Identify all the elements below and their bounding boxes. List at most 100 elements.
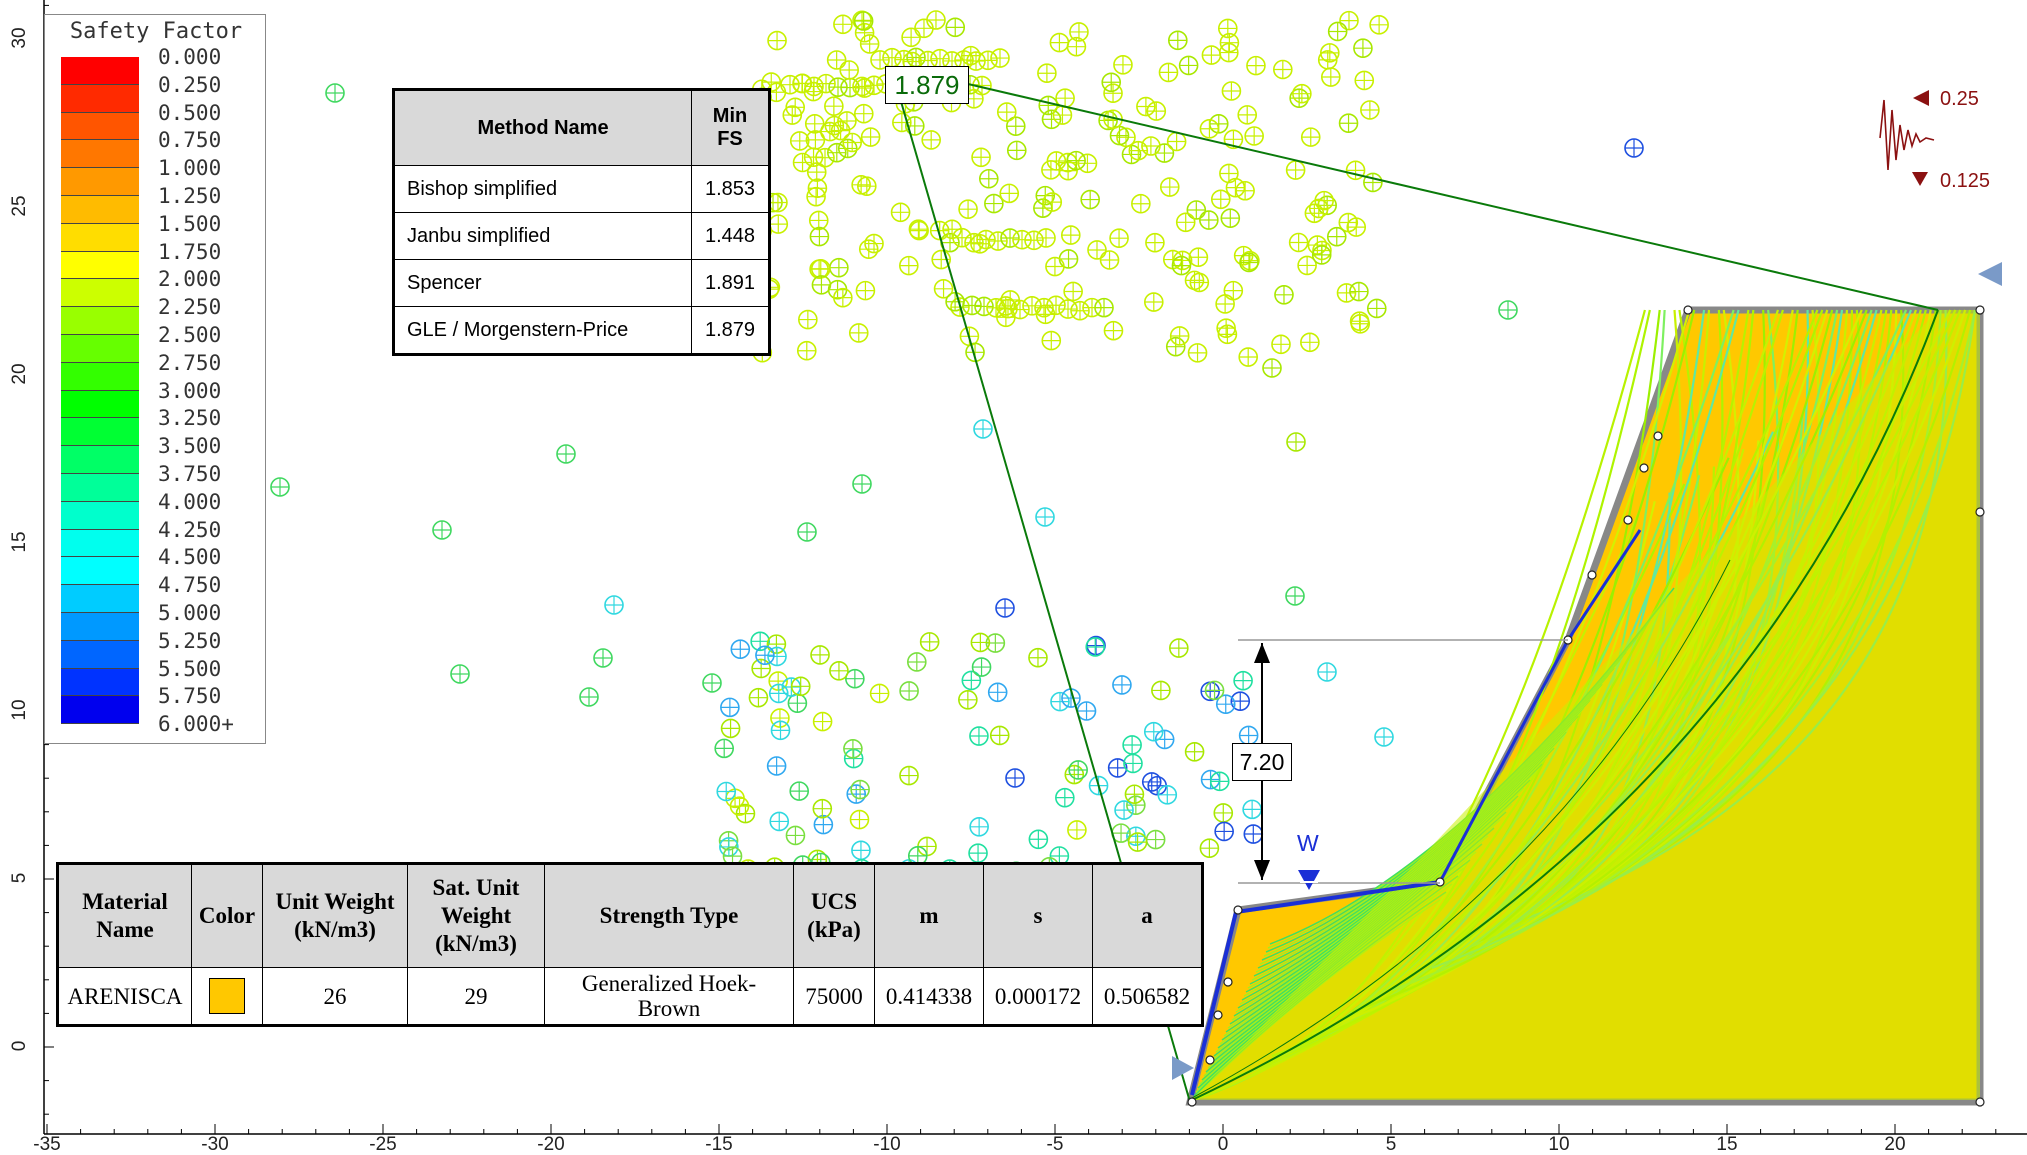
slip-center-marker	[579, 687, 599, 707]
vertex-marker	[1213, 1010, 1223, 1020]
slip-center-marker	[1058, 299, 1078, 319]
material-header-color: Color	[191, 863, 263, 968]
x-tick-label: -10	[873, 1134, 901, 1155]
slip-center-marker	[556, 444, 576, 464]
slip-center-marker	[790, 676, 811, 697]
legend-label: 4.500	[158, 545, 222, 570]
slip-center-marker	[1304, 203, 1325, 224]
slip-center-marker	[1166, 131, 1187, 152]
dimension-arrow-down	[1254, 860, 1270, 880]
slip-center-marker	[899, 765, 919, 786]
slip-center-marker	[1046, 295, 1066, 316]
legend-label: 0.750	[158, 128, 222, 153]
slip-center-marker	[864, 233, 884, 254]
legend-swatch	[61, 557, 139, 586]
seismic-horizontal-arrow-icon	[1913, 90, 1929, 106]
vertex-marker	[1623, 515, 1633, 525]
slip-center-marker	[450, 664, 470, 684]
slip-center-marker	[1158, 62, 1179, 83]
slip-center-marker	[826, 50, 847, 70]
legend-swatch	[61, 696, 139, 725]
material-header-strength-type: Strength Type	[544, 863, 794, 968]
slip-center-marker	[1369, 15, 1389, 35]
slip-center-marker	[767, 30, 787, 51]
slip-center-marker	[1297, 255, 1317, 276]
slip-center-marker	[853, 103, 874, 124]
vertex-marker	[1187, 1097, 1197, 1107]
slip-center-marker	[906, 47, 926, 68]
legend-swatches	[61, 57, 139, 725]
slip-center-marker	[971, 147, 991, 168]
slip-center-marker	[1136, 96, 1156, 117]
slip-center-marker	[1238, 347, 1258, 367]
slip-center-marker	[1143, 721, 1164, 742]
slip-center-marker	[945, 17, 966, 38]
legend-swatch	[61, 501, 139, 530]
slip-center-marker	[755, 645, 775, 666]
slip-center-marker	[996, 102, 1017, 122]
slip-center-marker	[1045, 256, 1065, 277]
material-ucs: 75000	[793, 967, 875, 1026]
slip-center-marker	[325, 83, 345, 103]
slip-center-marker	[1216, 318, 1236, 338]
slip-center-marker	[1214, 821, 1234, 842]
slip-center-marker	[1317, 50, 1338, 70]
slip-center-marker	[1246, 55, 1266, 76]
slip-center-marker	[1037, 63, 1057, 84]
legend-label: 1.000	[158, 156, 222, 181]
slip-center-marker	[973, 419, 993, 439]
slip-center-marker	[1005, 768, 1025, 788]
slip-center-marker	[805, 130, 826, 150]
slip-center-marker	[770, 720, 791, 741]
legend-label: 1.750	[158, 239, 222, 264]
slip-center-marker	[1221, 81, 1242, 101]
support-marker-left-icon	[1172, 1056, 1194, 1080]
slip-center-marker	[767, 646, 787, 667]
slip-center-marker	[1319, 43, 1340, 63]
legend-label: 0.500	[158, 100, 222, 125]
slip-center-marker	[970, 632, 991, 653]
slip-center-marker	[820, 121, 840, 142]
slip-center-marker	[1238, 725, 1259, 746]
slip-center-marker	[812, 711, 833, 732]
slip-center-marker	[1087, 240, 1107, 260]
slip-center-marker	[1199, 118, 1220, 139]
slip-center-marker	[1189, 272, 1210, 293]
material-header-name: Material Name	[57, 863, 192, 968]
slip-center-marker	[1233, 670, 1253, 691]
legend-label: 5.250	[158, 628, 222, 653]
x-tick-label: 10	[1548, 1134, 1570, 1155]
legend-swatch	[61, 223, 139, 252]
slip-center-marker	[1339, 10, 1359, 31]
legend-label: 0.000	[158, 45, 222, 69]
slip-center-marker	[1122, 735, 1142, 755]
slip-center-marker	[846, 784, 867, 804]
material-header-s: s	[983, 863, 1093, 968]
slip-center-marker	[1028, 829, 1049, 850]
slip-center-marker	[914, 18, 934, 39]
slip-center-marker	[857, 176, 877, 196]
slip-center-marker	[1012, 229, 1032, 250]
slip-center-marker	[1321, 67, 1341, 87]
vertex-marker	[1975, 1097, 1985, 1107]
slip-center-marker	[1168, 30, 1188, 51]
method-name: Spencer	[393, 259, 692, 307]
legend-label: 2.000	[158, 267, 222, 292]
slip-center-marker	[1300, 332, 1320, 353]
slip-center-marker	[785, 825, 806, 846]
slip-center-marker	[858, 239, 879, 259]
critical-slip-surface	[1191, 309, 1939, 1101]
slip-center-marker	[1338, 113, 1359, 134]
slip-center-marker	[1066, 150, 1086, 171]
slip-center-marker	[1041, 109, 1062, 130]
material-color-swatch	[209, 978, 245, 1014]
legend-label: 0.250	[158, 72, 222, 97]
vertex-marker	[1233, 905, 1243, 915]
slip-center-marker	[968, 843, 988, 863]
slope-model	[899, 83, 2002, 1107]
slip-center-marker	[804, 113, 825, 134]
slip-center-marker	[860, 127, 881, 147]
slip-center-marker	[1199, 210, 1219, 230]
slip-center-marker	[969, 726, 989, 746]
legend-label: 4.750	[158, 573, 222, 598]
